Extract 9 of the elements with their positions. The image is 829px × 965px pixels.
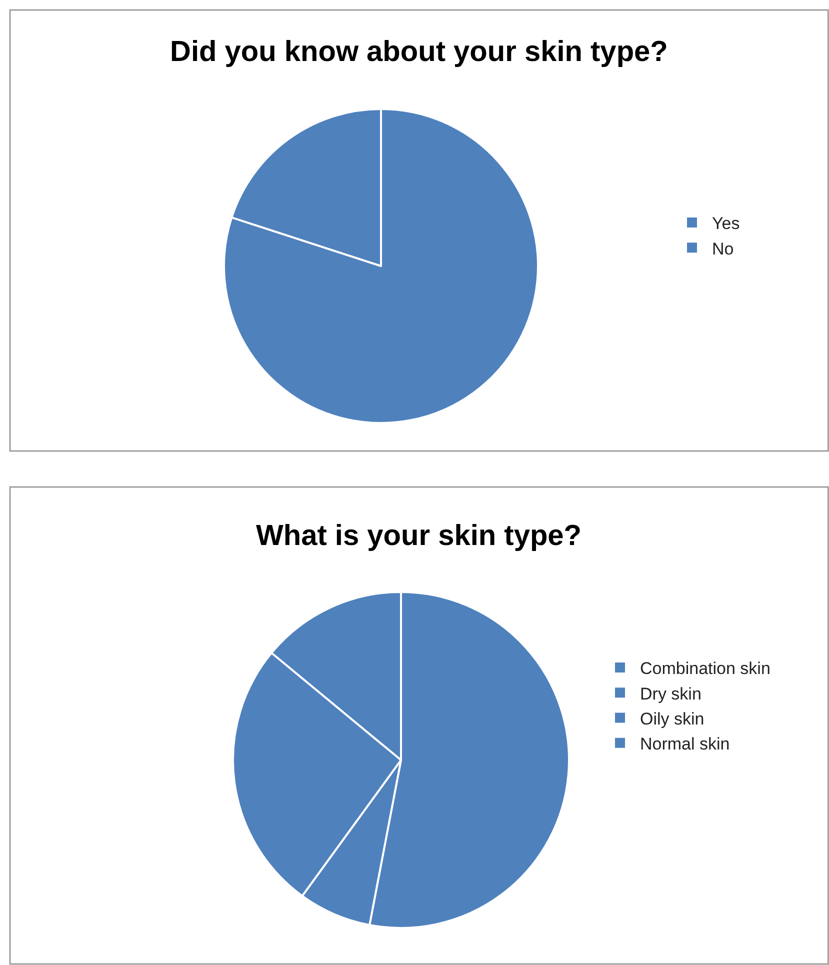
legend-label: Normal skin bbox=[640, 734, 730, 754]
pie-slice bbox=[223, 108, 539, 424]
chart-title: What is your skin type? bbox=[256, 520, 582, 552]
legend-label: No bbox=[712, 239, 734, 258]
legend-label: Yes bbox=[712, 214, 740, 234]
legend-label: Combination skin bbox=[640, 659, 770, 678]
legend-label: Dry skin bbox=[640, 684, 702, 704]
legend-label: Oily skin bbox=[640, 709, 704, 728]
chart-title: Did you know about your skin type? bbox=[170, 36, 668, 68]
